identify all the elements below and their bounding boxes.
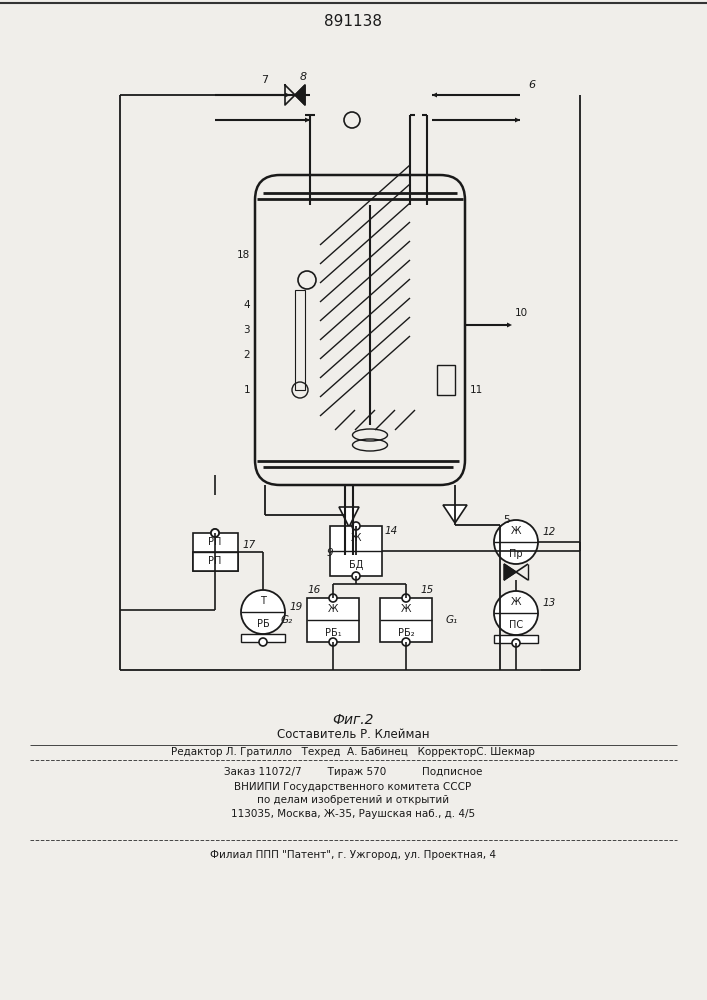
Circle shape (402, 594, 410, 602)
Bar (193, 533, 238, 571)
Polygon shape (507, 322, 512, 328)
Text: Пр: Пр (509, 549, 522, 559)
Text: 9: 9 (327, 548, 333, 558)
Bar (241, 634, 285, 642)
Text: Ж: Ж (510, 526, 521, 536)
Text: G₁: G₁ (446, 615, 458, 625)
Circle shape (352, 572, 360, 580)
Circle shape (211, 529, 219, 537)
Text: 891138: 891138 (324, 14, 382, 29)
Circle shape (402, 638, 410, 646)
Text: Ж: Ж (328, 604, 338, 614)
Polygon shape (432, 93, 437, 98)
Text: по делам изобретений и открытий: по делам изобретений и открытий (257, 795, 449, 805)
Circle shape (512, 639, 520, 647)
Text: Т: Т (260, 596, 266, 606)
Bar (330, 526, 382, 576)
Text: Ж: Ж (401, 604, 411, 614)
Text: РП: РП (209, 537, 222, 547)
Text: Фиг.2: Фиг.2 (332, 713, 374, 727)
Bar (494, 635, 538, 643)
Text: 2: 2 (243, 350, 250, 360)
Bar (307, 598, 359, 642)
Text: 11: 11 (470, 385, 484, 395)
Circle shape (494, 591, 538, 635)
Text: ВНИИПИ Государственного комитета СССР: ВНИИПИ Государственного комитета СССР (235, 782, 472, 792)
Polygon shape (305, 117, 310, 122)
Text: 7: 7 (262, 75, 269, 85)
Text: РП: РП (209, 556, 222, 566)
Circle shape (329, 594, 337, 602)
Text: Редактор Л. Гратилло   Техред  А. Бабинец   КорректорС. Шекмар: Редактор Л. Гратилло Техред А. Бабинец К… (171, 747, 535, 757)
Circle shape (211, 529, 219, 537)
Text: 3: 3 (243, 325, 250, 335)
Text: ПС: ПС (509, 620, 523, 630)
Polygon shape (515, 117, 520, 122)
Text: 1: 1 (243, 385, 250, 395)
Circle shape (259, 638, 267, 646)
Text: 19: 19 (290, 602, 303, 612)
Text: 12: 12 (543, 527, 556, 537)
Polygon shape (295, 85, 305, 105)
Text: Заказ 11072/7        Тираж 570           Подписное: Заказ 11072/7 Тираж 570 Подписное (224, 767, 482, 777)
Text: 15: 15 (421, 585, 434, 595)
Text: 5: 5 (503, 515, 510, 525)
Text: Ж: Ж (510, 597, 521, 607)
Bar (295, 290, 305, 390)
Polygon shape (346, 545, 351, 550)
Text: G₂: G₂ (281, 615, 293, 625)
Text: 13: 13 (543, 598, 556, 608)
Circle shape (494, 520, 538, 564)
Text: 10: 10 (515, 308, 528, 318)
Bar (380, 598, 432, 642)
Polygon shape (443, 505, 467, 523)
Text: Ж: Ж (351, 533, 361, 543)
Polygon shape (339, 507, 359, 527)
Text: РБ: РБ (257, 619, 269, 629)
Circle shape (352, 522, 360, 530)
Bar (193, 552, 238, 571)
Text: 17: 17 (243, 540, 256, 550)
Text: 16: 16 (308, 585, 321, 595)
Polygon shape (285, 93, 290, 98)
Text: РБ₂: РБ₂ (397, 628, 414, 638)
Text: Составитель Р. Клейман: Составитель Р. Клейман (276, 728, 429, 742)
Bar (437, 365, 455, 395)
Circle shape (241, 590, 285, 634)
Polygon shape (504, 564, 516, 580)
Text: 14: 14 (385, 526, 398, 536)
Text: 18: 18 (237, 250, 250, 260)
Text: РБ₁: РБ₁ (325, 628, 341, 638)
Text: 113035, Москва, Ж-35, Раушская наб., д. 4/5: 113035, Москва, Ж-35, Раушская наб., д. … (231, 809, 475, 819)
Text: 4: 4 (243, 300, 250, 310)
Circle shape (329, 638, 337, 646)
Text: БД: БД (349, 560, 363, 570)
Text: Филиал ППП "Патент", г. Ужгород, ул. Проектная, 4: Филиал ППП "Патент", г. Ужгород, ул. Про… (210, 850, 496, 860)
Text: 6: 6 (528, 80, 535, 90)
Text: 8: 8 (300, 72, 307, 82)
